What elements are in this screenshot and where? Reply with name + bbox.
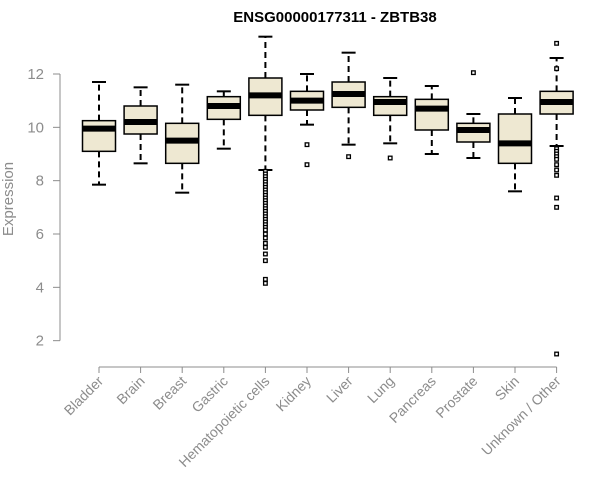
x-tick-label: Brain xyxy=(113,373,147,407)
y-tick-label: 2 xyxy=(36,333,44,350)
outlier-point xyxy=(262,258,268,264)
outlier-point xyxy=(554,40,560,46)
box-group xyxy=(331,51,366,160)
outlier-point xyxy=(554,162,560,168)
outlier-point xyxy=(470,70,476,76)
box-group xyxy=(539,40,574,357)
x-tick-label: Unknown / Other xyxy=(478,373,564,459)
y-tick-label: 4 xyxy=(36,279,44,296)
outlier-point xyxy=(304,142,310,148)
box-group xyxy=(123,86,158,165)
x-tick-label: Lung xyxy=(364,373,397,406)
y-tick-label: 8 xyxy=(36,173,44,190)
outlier-point xyxy=(554,351,560,357)
outlier-point xyxy=(554,66,560,72)
outlier-point xyxy=(262,251,268,257)
y-tick-label: 6 xyxy=(36,226,44,243)
x-tick-label: Bladder xyxy=(61,373,107,419)
outlier-point xyxy=(262,244,268,250)
x-tick-label: Prostate xyxy=(432,373,480,421)
outlier-point xyxy=(554,167,560,173)
box-group xyxy=(414,85,450,155)
outlier-point xyxy=(262,231,268,237)
box xyxy=(414,98,450,131)
box-group xyxy=(497,97,533,193)
box xyxy=(81,119,117,153)
box xyxy=(497,113,533,165)
outlier-point xyxy=(554,156,560,162)
box-group xyxy=(289,73,325,168)
outlier-point xyxy=(346,154,352,160)
y-axis: 2 4 6 8 10 12 xyxy=(27,66,61,350)
outlier-point xyxy=(554,204,560,210)
x-tick-label: Skin xyxy=(492,373,523,404)
outlier-point xyxy=(304,162,310,168)
x-tick-label: Kidney xyxy=(273,373,315,415)
y-tick-label: 12 xyxy=(27,66,44,83)
outlier-point xyxy=(554,172,560,178)
box-group xyxy=(164,83,200,194)
outlier-point xyxy=(262,227,268,233)
y-axis-label: Expression xyxy=(0,162,17,236)
box-group xyxy=(248,35,283,286)
x-tick-label: Breast xyxy=(149,373,189,413)
box-series xyxy=(81,35,574,357)
outlier-point xyxy=(262,276,268,282)
outlier-point xyxy=(262,280,268,286)
box-group xyxy=(372,77,408,161)
box-group xyxy=(81,81,117,186)
x-tick-label: Liver xyxy=(323,373,356,406)
outlier-point xyxy=(262,235,268,241)
y-tick-label: 10 xyxy=(27,119,44,136)
outlier-point xyxy=(554,195,560,201)
outlier-point xyxy=(262,240,268,246)
chart-title: ENSG00000177311 - ZBTB38 xyxy=(233,9,436,26)
outlier-point xyxy=(387,155,393,161)
box-group xyxy=(206,90,242,150)
box-group xyxy=(456,70,491,159)
